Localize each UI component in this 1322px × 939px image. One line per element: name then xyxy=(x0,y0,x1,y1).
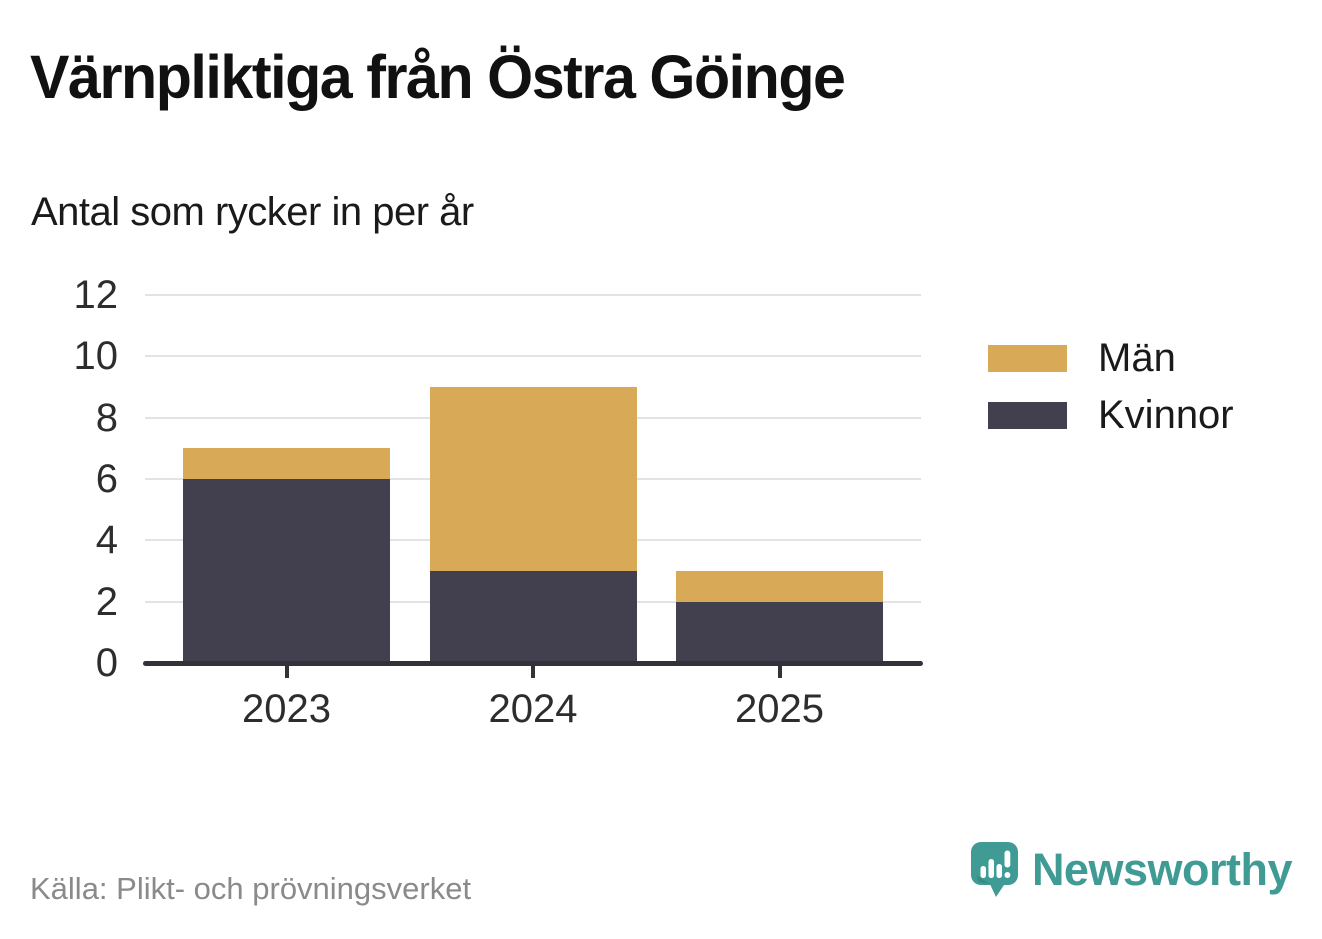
legend-swatch-män xyxy=(988,344,1067,372)
bar-2023-kvinnor xyxy=(183,479,390,663)
x-tick-2024 xyxy=(531,665,535,678)
legend-item-män: Män xyxy=(988,336,1234,380)
x-tick-2023 xyxy=(284,665,289,678)
plot-area xyxy=(143,294,923,666)
chart-title: Värnpliktiga från Östra Göinge xyxy=(30,43,846,111)
x-axis-line xyxy=(143,661,923,666)
legend: Män Kvinnor xyxy=(988,336,1234,450)
legend-item-kvinnor: Kvinnor xyxy=(988,393,1234,437)
gridline-12 xyxy=(145,294,921,296)
brand-name: Newsworthy xyxy=(1031,844,1293,895)
newsworthy-logo-icon xyxy=(970,842,1018,897)
x-tick-2025 xyxy=(777,665,782,678)
chart-subtitle: Antal som rycker in per år xyxy=(31,190,474,234)
source-note: Källa: Plikt- och prövningsverket xyxy=(30,871,472,906)
x-tick-label-2024: 2024 xyxy=(488,687,578,731)
y-tick-label-8: 8 xyxy=(95,395,118,440)
y-tick-label-6: 6 xyxy=(95,457,118,501)
y-tick-label-10: 10 xyxy=(73,334,119,379)
bar-2024-män xyxy=(429,387,637,571)
y-tick-label-4: 4 xyxy=(95,518,118,563)
x-tick-label-2023: 2023 xyxy=(242,687,331,731)
legend-label-kvinnor: Kvinnor xyxy=(1098,393,1234,437)
bar-2023-män xyxy=(183,448,390,479)
y-tick-label-0: 0 xyxy=(95,641,118,685)
brand-footer: Newsworthy xyxy=(970,841,1293,899)
legend-swatch-kvinnor xyxy=(988,401,1067,429)
bar-2025-kvinnor xyxy=(676,601,883,663)
bar-2024-kvinnor xyxy=(429,571,637,663)
y-tick-label-2: 2 xyxy=(95,579,118,624)
bar-2025-män xyxy=(676,571,883,602)
gridline-10 xyxy=(145,355,921,358)
x-tick-label-2025: 2025 xyxy=(735,687,824,731)
y-tick-label-12: 12 xyxy=(73,273,119,317)
legend-label-män: Män xyxy=(1098,336,1176,380)
